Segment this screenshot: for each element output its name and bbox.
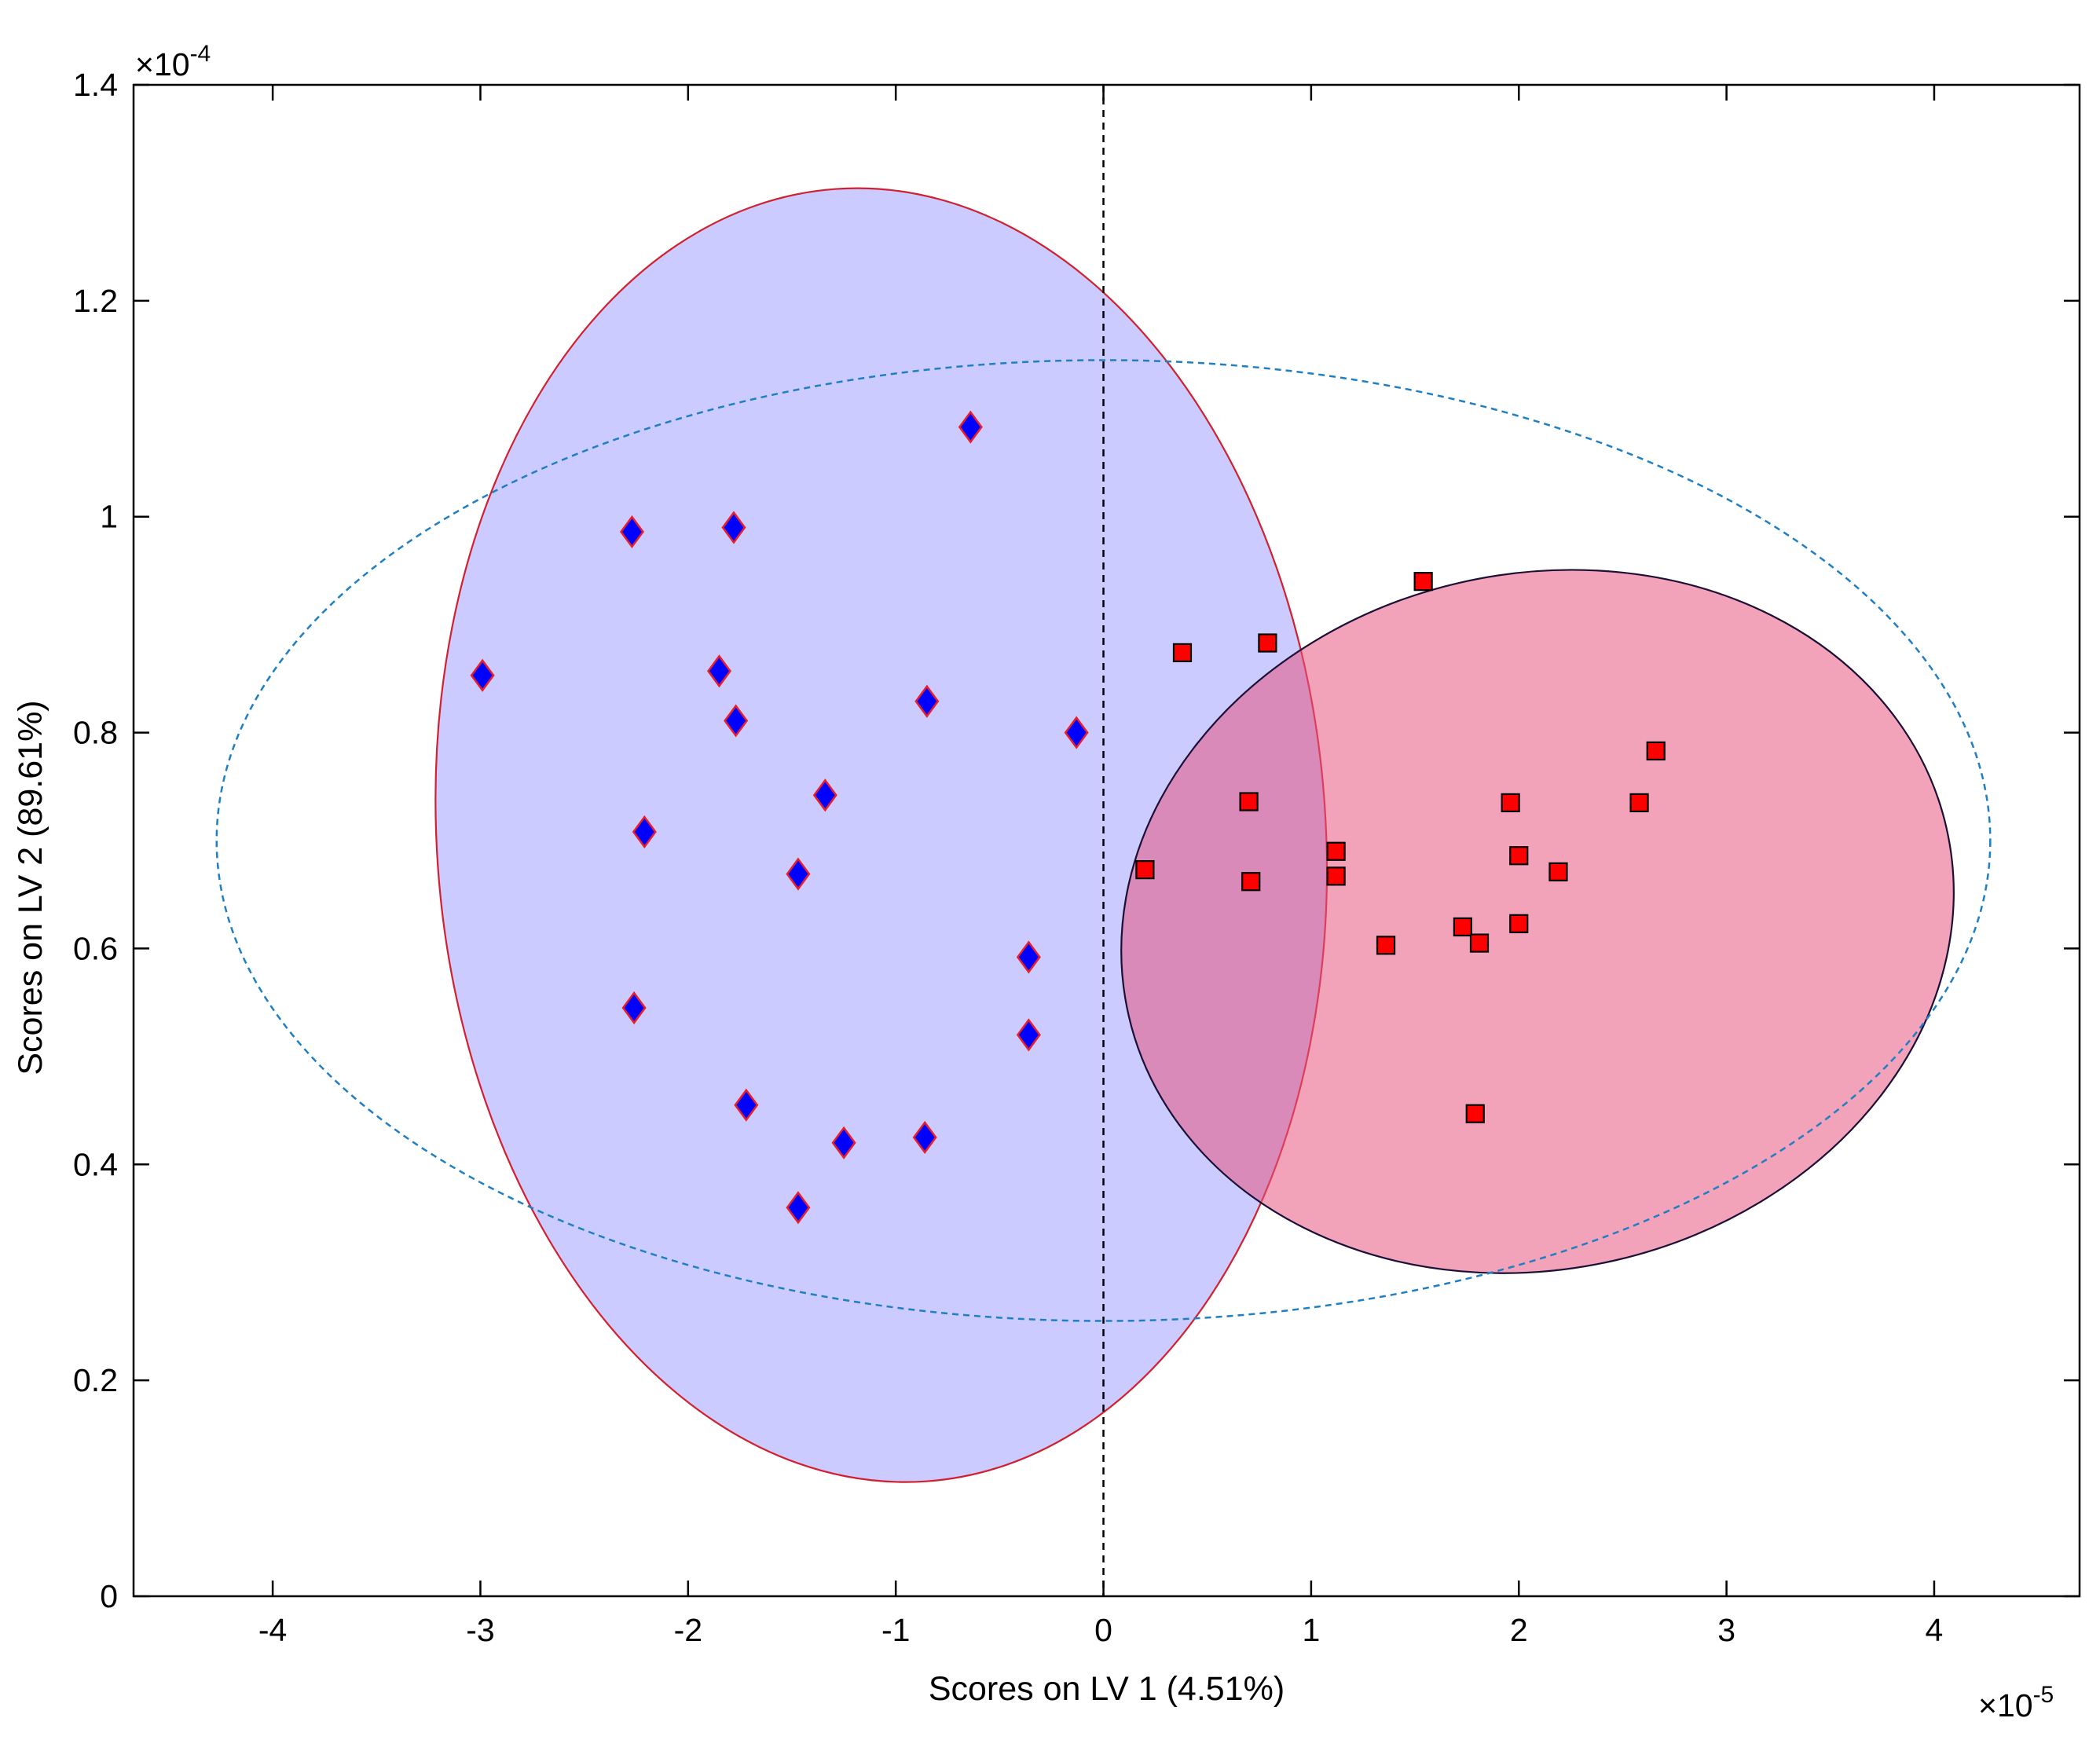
class2-square-marker <box>1465 1104 1485 1123</box>
class1-diamond-marker <box>958 410 983 444</box>
class1-diamond-marker <box>619 515 645 549</box>
class1-diamond-marker <box>721 511 746 544</box>
class2-square-marker <box>1258 633 1277 653</box>
x-axis-exponent: ×10-5 <box>1978 1682 2054 1724</box>
y-tick-label: 0.4 <box>73 1146 118 1182</box>
x-tick-label: -3 <box>466 1612 494 1648</box>
class1-diamond-marker <box>1016 940 1041 974</box>
class1-diamond-marker <box>706 654 732 688</box>
y-axis-scale-text: ×10 <box>135 46 190 82</box>
x-tick-label: -1 <box>881 1612 910 1648</box>
class2-square-marker <box>1509 914 1529 933</box>
class1-diamond-marker <box>621 991 647 1025</box>
y-tick-label: 0.8 <box>73 715 118 751</box>
x-axis-scale-text: ×10 <box>1978 1687 2033 1724</box>
class1-diamond-marker <box>831 1126 856 1159</box>
x-tick-label: 0 <box>1094 1612 1112 1648</box>
class2-square-marker <box>1326 841 1346 861</box>
y-tick-label: 0 <box>100 1578 118 1614</box>
class1-diamond-marker <box>734 1088 759 1122</box>
class2-square-marker <box>1172 643 1193 662</box>
y-tick-label: 0.2 <box>73 1362 118 1398</box>
y-axis-label: Scores on LV 2 (89.61%) <box>12 700 49 1075</box>
class1-diamond-marker <box>786 1191 811 1225</box>
class1-diamond-marker <box>786 857 811 891</box>
marker-layer <box>470 410 1666 1225</box>
tick-layer: -4 -3 -2 -1 0 1 2 3 4 0 0.2 0.4 0.6 0.8 1 1.2 1.4 <box>73 67 2080 1648</box>
class2-square-marker <box>1469 933 1490 953</box>
confidence-ellipse-3 <box>215 359 1992 1322</box>
x-axis-label: Scores on LV 1 (4.51%) <box>929 1670 1285 1708</box>
class1-diamond-marker <box>724 704 749 738</box>
class1-diamond-marker <box>1064 716 1089 749</box>
class2-square-marker <box>1501 793 1520 813</box>
class1-diamond-marker <box>912 1120 937 1155</box>
class2-square-marker <box>1376 936 1396 955</box>
class2-square-marker <box>1509 846 1529 866</box>
class2-square-marker <box>1135 860 1155 880</box>
class2-square-marker <box>1453 917 1472 937</box>
class2-square-marker <box>1413 572 1433 592</box>
class2-square-marker <box>1646 741 1666 761</box>
x-tick-label: 2 <box>1510 1612 1528 1648</box>
class2-square-marker <box>1326 866 1346 886</box>
x-tick-label: -4 <box>258 1612 287 1648</box>
y-axis-exponent-text: -4 <box>190 41 211 67</box>
class1-diamond-marker <box>812 778 837 812</box>
class2-square-marker <box>1241 872 1261 892</box>
class2-square-marker <box>1629 793 1649 813</box>
x-axis-exponent-text: -5 <box>2033 1682 2054 1708</box>
class2-square-marker <box>1548 862 1568 881</box>
y-tick-label: 1.2 <box>73 283 118 319</box>
y-tick-label: 0.6 <box>73 930 118 966</box>
class1-diamond-marker <box>470 658 495 692</box>
class1-diamond-marker <box>1016 1018 1041 1052</box>
y-tick-label: 1 <box>100 499 118 535</box>
class1-diamond-marker <box>914 684 940 718</box>
y-tick-label: 1.4 <box>73 67 118 103</box>
x-tick-label: 1 <box>1302 1612 1320 1648</box>
plot-area-frame <box>132 83 2081 1598</box>
x-tick-label: 3 <box>1717 1612 1735 1648</box>
y-axis-exponent: ×10-4 <box>135 41 211 82</box>
confidence-ellipse-2 <box>1120 569 1955 1274</box>
class2-square-marker <box>1239 792 1259 811</box>
x-tick-label: -2 <box>674 1612 702 1648</box>
x-tick-label: 4 <box>1926 1612 1944 1648</box>
class1-diamond-marker <box>632 815 657 849</box>
